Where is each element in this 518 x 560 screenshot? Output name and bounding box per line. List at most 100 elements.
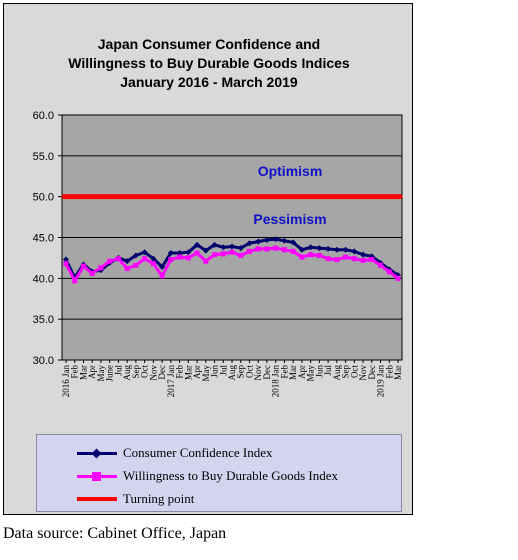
x-tick-label: Jun	[210, 365, 220, 378]
x-tick-label: Apr	[297, 365, 307, 379]
legend-swatch-turning	[77, 497, 117, 501]
x-tick-label: Mar	[288, 365, 298, 380]
data-point-cci	[316, 245, 323, 252]
data-point-wtb	[98, 265, 104, 271]
y-tick-label: 60.0	[33, 110, 54, 122]
legend-item-wtb: Willingness to Buy Durable Goods Index	[37, 466, 401, 486]
x-axis-ticks: 2016 JanFebMarAprMayJuneJulAugSepOctNovD…	[61, 360, 403, 397]
y-axis-ticks: 60.0 55.0 50.0 45.0 40.0 35.0 30.0	[33, 110, 62, 367]
x-tick-label: Dec	[157, 365, 167, 380]
data-point-wtb	[80, 263, 86, 269]
data-point-wtb	[177, 254, 183, 260]
data-point-wtb	[63, 261, 69, 267]
data-point-cci	[124, 258, 131, 265]
data-point-cci	[272, 236, 279, 243]
x-tick-label: Nov	[358, 365, 368, 381]
data-point-wtb	[89, 270, 95, 276]
x-tick-label: May	[306, 365, 316, 382]
data-point-cci	[63, 256, 69, 263]
x-tick-label: Jul	[113, 365, 123, 376]
data-point-cci	[211, 241, 218, 248]
data-point-cci	[220, 244, 227, 251]
data-point-cci	[246, 240, 253, 247]
pessimism-annotation: Pessimism	[253, 211, 326, 227]
x-tick-label: Apr	[87, 365, 97, 379]
data-point-wtb	[255, 246, 261, 252]
x-tick-label: Jun	[314, 365, 324, 378]
data-point-cci	[194, 241, 201, 248]
x-tick-label: Dec	[262, 365, 272, 380]
data-point-wtb	[316, 252, 322, 258]
x-tick-label: Sep	[236, 365, 246, 379]
data-point-cci	[298, 246, 305, 253]
data-point-wtb	[203, 258, 209, 264]
data-point-wtb	[133, 262, 139, 268]
y-tick-label: 45.0	[33, 233, 54, 245]
data-point-cci	[167, 250, 174, 257]
x-tick-label: Nov	[148, 365, 158, 381]
data-point-cci	[325, 245, 332, 252]
data-point-wtb	[246, 248, 252, 254]
data-point-cci	[281, 237, 288, 244]
data-point-wtb	[360, 257, 366, 263]
x-tick-label: 2016 Jan	[61, 365, 71, 398]
y-tick-label: 35.0	[33, 314, 54, 326]
x-tick-label: Feb	[175, 365, 185, 379]
x-tick-label: Aug	[332, 365, 342, 381]
data-point-wtb	[212, 252, 218, 258]
data-point-wtb	[325, 256, 331, 262]
data-point-cci	[342, 246, 349, 253]
data-point-wtb	[150, 261, 156, 267]
data-source-note: Data source: Cabinet Office, Japan	[3, 525, 227, 542]
data-point-cci	[351, 248, 358, 255]
data-point-cci	[132, 252, 139, 259]
data-point-wtb	[194, 250, 200, 256]
x-tick-label: Sep	[131, 365, 141, 379]
data-point-cci	[360, 251, 367, 258]
x-tick-label: Jul	[323, 365, 333, 376]
legend-marker-wtb	[92, 472, 101, 481]
data-point-wtb	[386, 269, 392, 275]
x-tick-label: Sep	[341, 365, 351, 379]
x-tick-label: Oct	[244, 365, 254, 378]
legend-item-cci: Consumer Confidence Index	[37, 443, 401, 463]
x-tick-label: Nov	[253, 365, 263, 381]
data-point-wtb	[220, 251, 226, 257]
x-tick-label: Mar	[393, 365, 403, 380]
x-tick-label: Mar	[183, 365, 193, 380]
y-tick-label: 30.0	[33, 355, 54, 367]
data-point-wtb	[290, 248, 296, 254]
y-tick-label: 50.0	[33, 192, 54, 204]
data-point-wtb	[395, 275, 401, 281]
data-point-cci	[290, 239, 297, 246]
data-point-cci	[229, 243, 235, 250]
legend-label-turning: Turning point	[123, 491, 195, 506]
x-tick-label: Feb	[384, 365, 394, 379]
y-tick-label: 40.0	[33, 273, 54, 285]
data-point-cci	[202, 247, 209, 254]
chart-title-line-2: Willingness to Buy Durable Goods Indices	[68, 55, 350, 71]
data-point-cci	[333, 246, 340, 253]
legend-label-cci: Consumer Confidence Index	[123, 445, 273, 460]
data-point-cci	[263, 236, 270, 243]
x-tick-label: 2017 Jan	[166, 365, 176, 398]
x-tick-label: Dec	[367, 365, 377, 380]
x-tick-label: May	[201, 365, 211, 382]
data-point-wtb	[72, 278, 78, 284]
data-point-wtb	[115, 256, 121, 262]
legend-marker-cci	[91, 448, 102, 459]
data-point-cci	[176, 250, 183, 257]
chart-legend: Consumer Confidence Index Willingness to…	[36, 434, 402, 512]
data-point-wtb	[264, 246, 270, 252]
data-point-wtb	[168, 257, 174, 263]
data-point-wtb	[142, 256, 148, 262]
data-point-cci	[150, 255, 157, 262]
legend-label-wtb: Willingness to Buy Durable Goods Index	[123, 468, 339, 483]
legend-item-turning: Turning point	[37, 489, 401, 509]
data-point-wtb	[281, 247, 287, 253]
data-point-wtb	[378, 262, 384, 268]
data-point-wtb	[159, 273, 165, 279]
data-point-wtb	[185, 255, 191, 261]
data-point-wtb	[229, 249, 235, 255]
y-tick-label: 55.0	[33, 151, 54, 163]
